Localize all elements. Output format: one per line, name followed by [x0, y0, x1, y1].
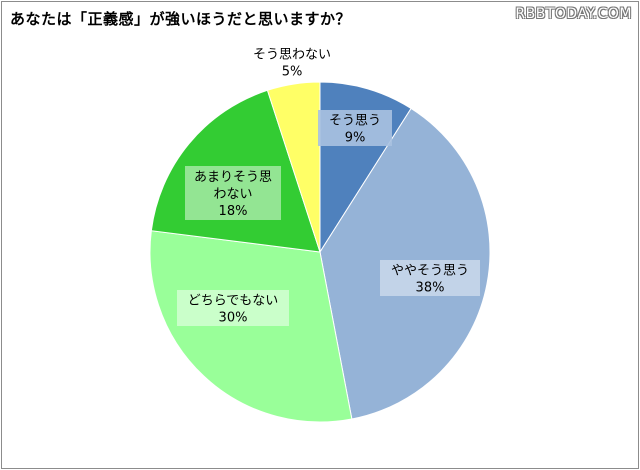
slice-category-label: わない [213, 187, 252, 202]
site-watermark: RBBTODAY.COM [515, 6, 632, 22]
pie-slice [149, 230, 353, 423]
slice-value-label: 38% [416, 281, 445, 296]
slice-label: そう思う 9% [318, 110, 392, 146]
slice-category-label: そう思う [329, 114, 381, 129]
slice-label: ややそう思う 38% [380, 260, 480, 296]
slice-value-label: 30% [219, 311, 248, 326]
slice-value-label: 9% [345, 131, 366, 146]
slice-label: そう思わない 5% [253, 48, 331, 80]
slice-value-label: 5% [282, 65, 303, 80]
slice-category-label: そう思わない [253, 48, 331, 63]
slice-category-label: ややそう思う [391, 264, 469, 279]
chart-title: あなたは「正義感」が強いほうだと思いますか？ [10, 10, 352, 28]
slice-label-background [177, 290, 289, 326]
slice-label-background [185, 166, 281, 220]
slice-label-background [380, 260, 480, 296]
slice-category-label: あまりそう思 [194, 170, 272, 185]
slice-value-label: 18% [219, 204, 248, 219]
slice-category-label: どちらでもない [188, 294, 279, 309]
slice-label: どちらでもない 30% [177, 290, 289, 326]
pie-slice [266, 81, 321, 253]
slice-label-background [318, 110, 392, 146]
